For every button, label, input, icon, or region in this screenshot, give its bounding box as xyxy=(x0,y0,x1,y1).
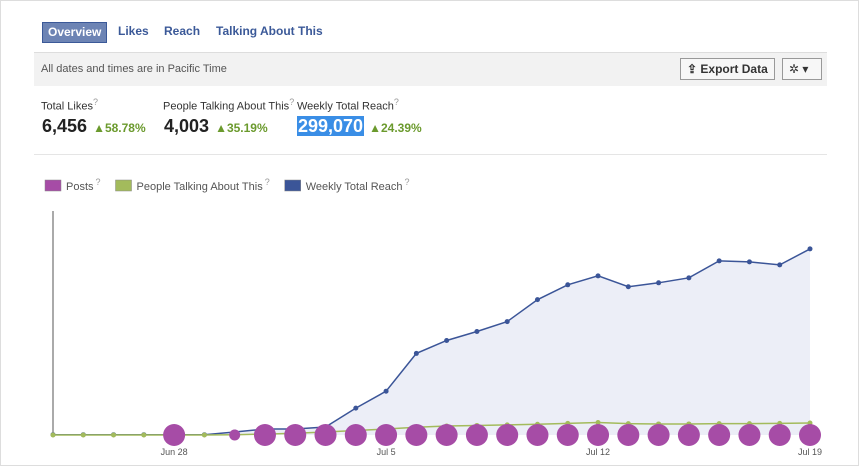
point xyxy=(201,432,207,438)
post-bubble xyxy=(375,424,398,446)
post-bubble xyxy=(284,424,307,446)
point xyxy=(111,432,117,438)
tab[interactable]: Reach xyxy=(164,24,201,38)
metric: People Talking About This? 4,003 ▲35.19% xyxy=(163,97,295,136)
point xyxy=(141,432,147,438)
x-tick-label: Jul 5 xyxy=(377,447,396,457)
post-bubble xyxy=(253,424,276,446)
metric-change: 24.39% xyxy=(380,120,422,135)
export-button[interactable]: ⇪ Export Data xyxy=(680,58,775,80)
point xyxy=(50,432,56,438)
post-bubble xyxy=(405,424,428,446)
metric-change: 35.19% xyxy=(226,120,268,135)
post-bubble xyxy=(163,424,186,446)
point xyxy=(534,297,540,303)
x-tick-label: Jun 28 xyxy=(161,447,188,457)
help[interactable]: ? xyxy=(289,97,295,107)
post-bubble xyxy=(465,424,488,446)
post-bubble xyxy=(587,424,610,446)
point xyxy=(686,275,692,281)
legend-swatch xyxy=(284,179,301,192)
point xyxy=(80,432,86,438)
legend-swatch xyxy=(44,179,62,192)
post-bubble xyxy=(647,424,670,446)
post-bubble xyxy=(677,424,700,446)
point xyxy=(777,262,783,268)
metric-change: 58.78% xyxy=(104,120,146,135)
point xyxy=(595,273,601,279)
settings-button[interactable]: ✲ ▾ xyxy=(782,58,822,80)
point xyxy=(474,329,480,335)
post-bubble xyxy=(496,424,519,446)
help[interactable]: ? xyxy=(393,97,399,107)
point xyxy=(444,337,450,343)
post-bubble xyxy=(738,424,761,446)
separator xyxy=(34,154,827,155)
point xyxy=(413,350,419,356)
point xyxy=(504,319,510,325)
legend-label: Weekly Total Reach xyxy=(306,181,403,193)
help: ? xyxy=(96,177,101,187)
metric: Total Likes? 6,456 ▲58.78% xyxy=(41,97,146,136)
post-bubble xyxy=(768,424,791,446)
post-bubble xyxy=(314,424,337,446)
notice: All dates and times are in Pacific Time xyxy=(41,63,227,75)
legend-label: People Talking About This xyxy=(137,181,264,193)
point xyxy=(746,259,752,265)
legend-swatch xyxy=(115,179,132,192)
x-tick-label: Jul 12 xyxy=(586,447,610,457)
metric: Weekly Total Reach? 299,070 ▲24.39% xyxy=(297,97,422,136)
post-bubble xyxy=(435,424,458,446)
point xyxy=(565,282,571,288)
post-bubble xyxy=(344,424,367,446)
metric-label: People Talking About This xyxy=(163,100,290,113)
post-bubble xyxy=(617,424,640,446)
post-bubble xyxy=(708,424,731,446)
metric-label: Total Likes xyxy=(41,100,93,113)
tab[interactable]: Likes xyxy=(118,24,149,38)
point xyxy=(716,258,722,264)
post-bubble xyxy=(526,424,549,446)
point xyxy=(656,280,662,286)
point xyxy=(625,284,631,290)
area xyxy=(53,248,810,435)
point xyxy=(353,405,359,411)
metric-label: Weekly Total Reach xyxy=(297,100,394,113)
tab[interactable]: Talking About This xyxy=(216,24,323,38)
legend-label: Posts xyxy=(66,181,94,193)
post-bubble xyxy=(229,429,241,441)
help: ? xyxy=(265,177,270,187)
x-tick-label: Jul 19 xyxy=(798,447,822,457)
toolbar: All dates and times are in Pacific Time … xyxy=(34,52,827,86)
post-bubble xyxy=(556,424,579,446)
metric-value: 4,003 xyxy=(164,115,210,136)
metric-value: 6,456 xyxy=(42,115,88,136)
help[interactable]: ? xyxy=(92,97,98,107)
point xyxy=(383,388,389,394)
metric-value: 299,070 xyxy=(297,115,365,136)
point xyxy=(595,419,601,425)
export-label: Export Data xyxy=(700,62,768,76)
help: ? xyxy=(405,177,410,187)
tab[interactable]: Overview xyxy=(42,22,108,43)
post-bubble xyxy=(799,424,821,446)
point xyxy=(807,246,813,252)
